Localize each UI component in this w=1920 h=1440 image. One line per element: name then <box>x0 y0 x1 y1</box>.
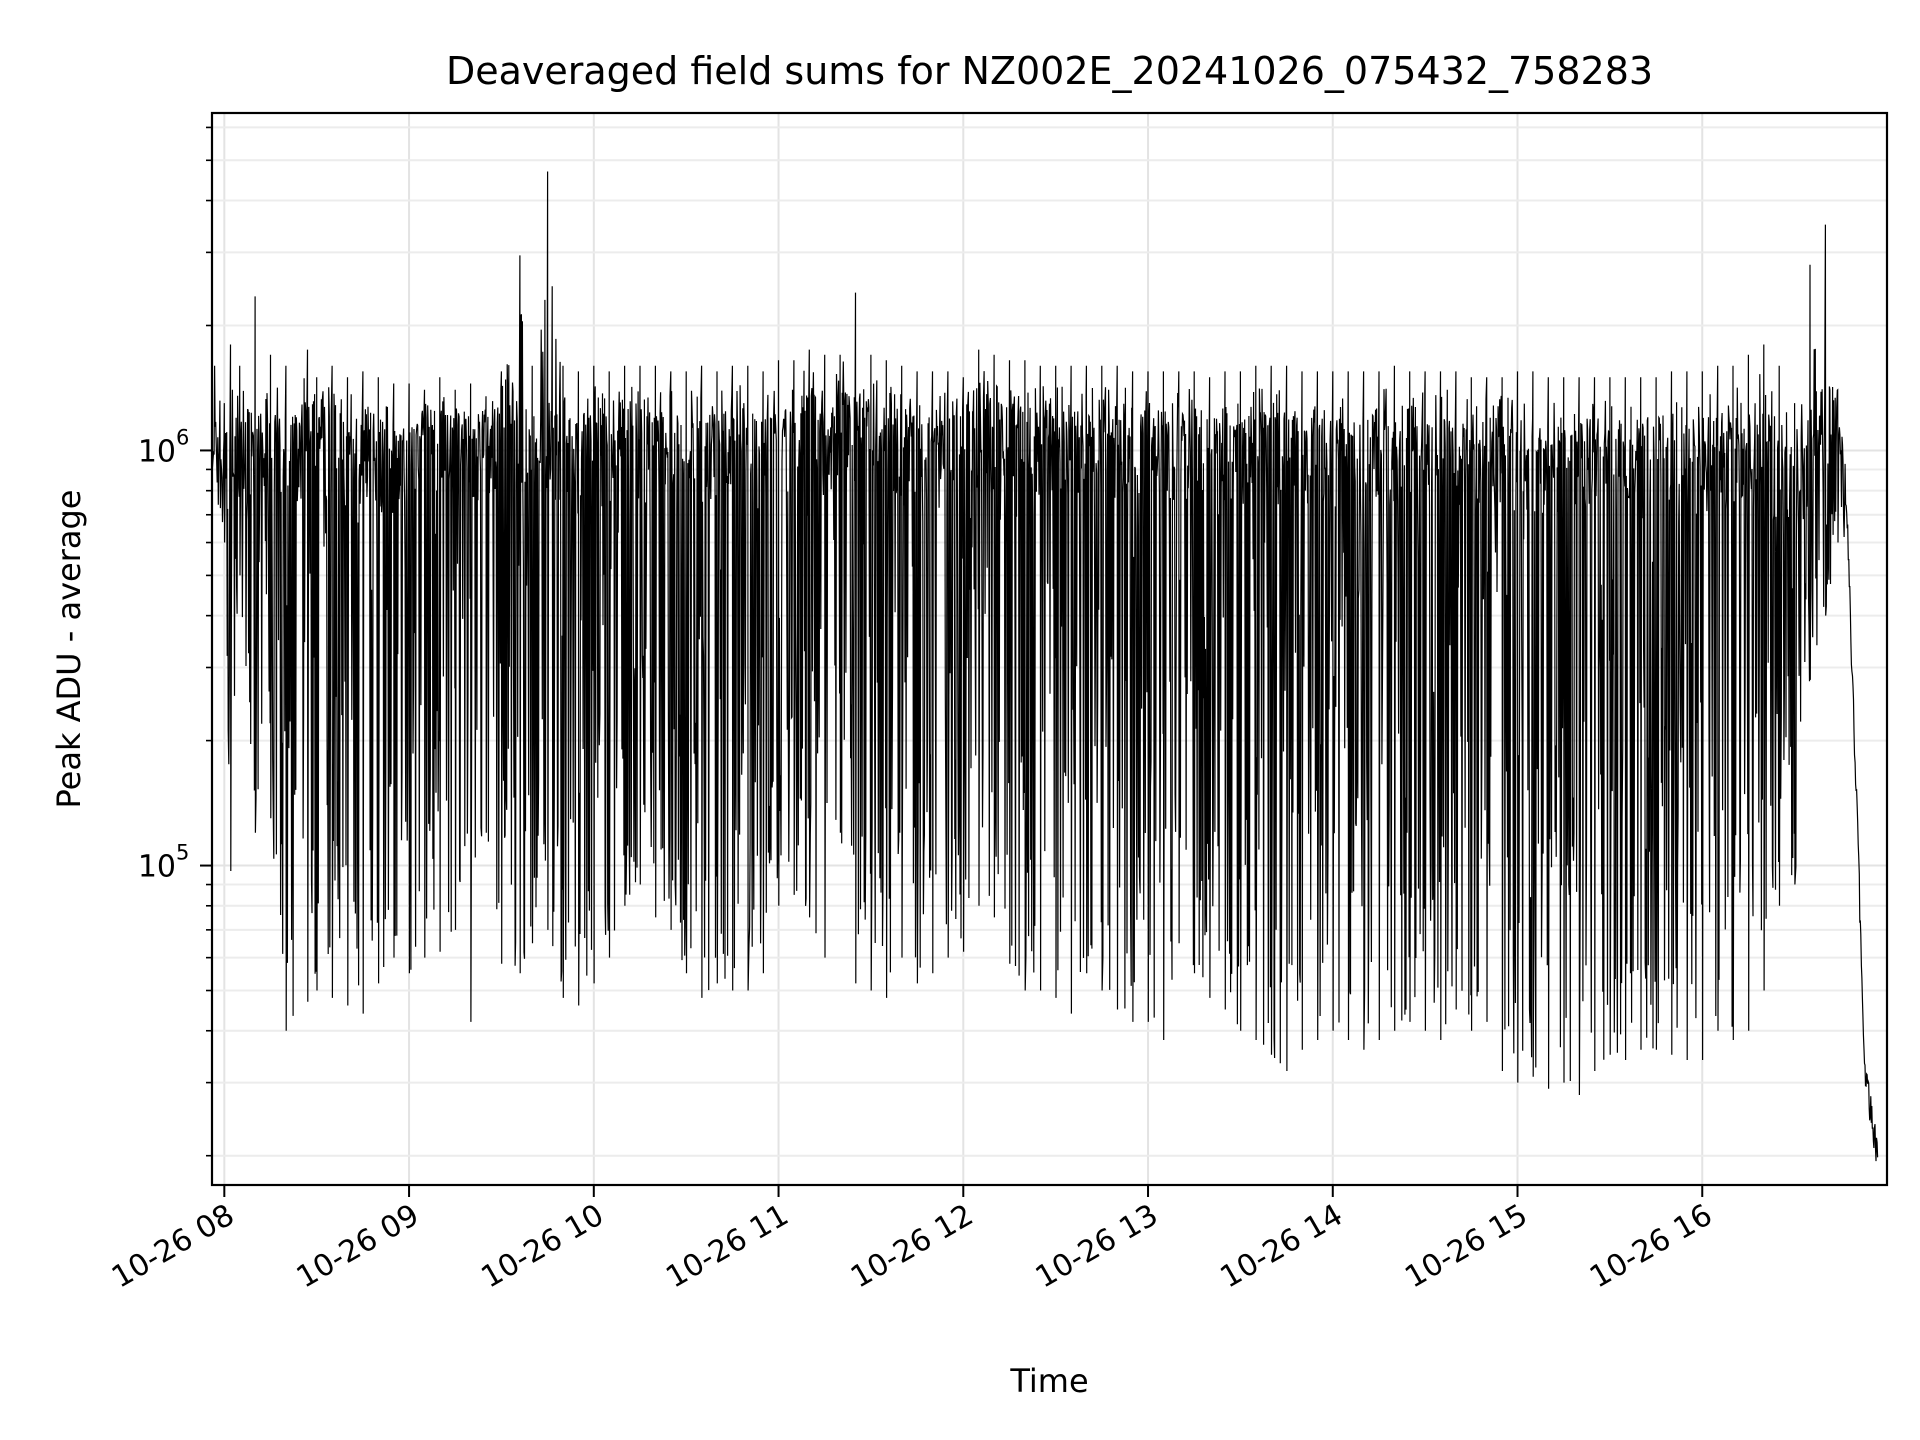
chart-title: Deaveraged field sums for NZ002E_2024102… <box>446 49 1653 93</box>
x-tick-label: 10-26 14 <box>1214 1198 1348 1296</box>
series-line <box>211 171 1879 1162</box>
x-tick-label: 10-26 10 <box>475 1198 609 1296</box>
y-tick-label: 10 <box>138 850 176 885</box>
y-tick-label: 10 <box>138 434 176 469</box>
x-tick-label: 10-26 16 <box>1584 1198 1718 1296</box>
x-tick-label: 10-26 13 <box>1030 1198 1164 1296</box>
x-axis-label: Time <box>1009 1362 1088 1400</box>
x-tick-label: 10-26 12 <box>845 1198 979 1296</box>
x-tick-label: 10-26 15 <box>1399 1198 1533 1296</box>
x-tick-label: 10-26 08 <box>106 1198 240 1296</box>
plot-area <box>211 171 1879 1162</box>
x-tick-label: 10-26 09 <box>291 1198 425 1296</box>
y-tick-label-exponent: 5 <box>176 841 189 865</box>
y-axis-label: Peak ADU - average <box>50 490 88 809</box>
y-tick-label-exponent: 6 <box>176 425 189 449</box>
x-tick-label: 10-26 11 <box>660 1198 794 1296</box>
plot-frame <box>210 111 1889 1187</box>
